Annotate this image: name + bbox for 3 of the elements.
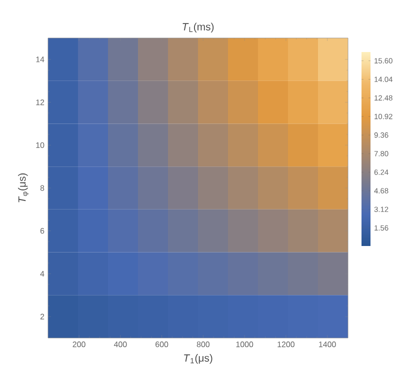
chart-title: T$_{L}$(ms) (182, 22, 214, 33)
y-axis-title: T$_{φ}$(μs) (18, 173, 29, 202)
x-axis-title: T$_{1}$(μs) (184, 354, 212, 364)
